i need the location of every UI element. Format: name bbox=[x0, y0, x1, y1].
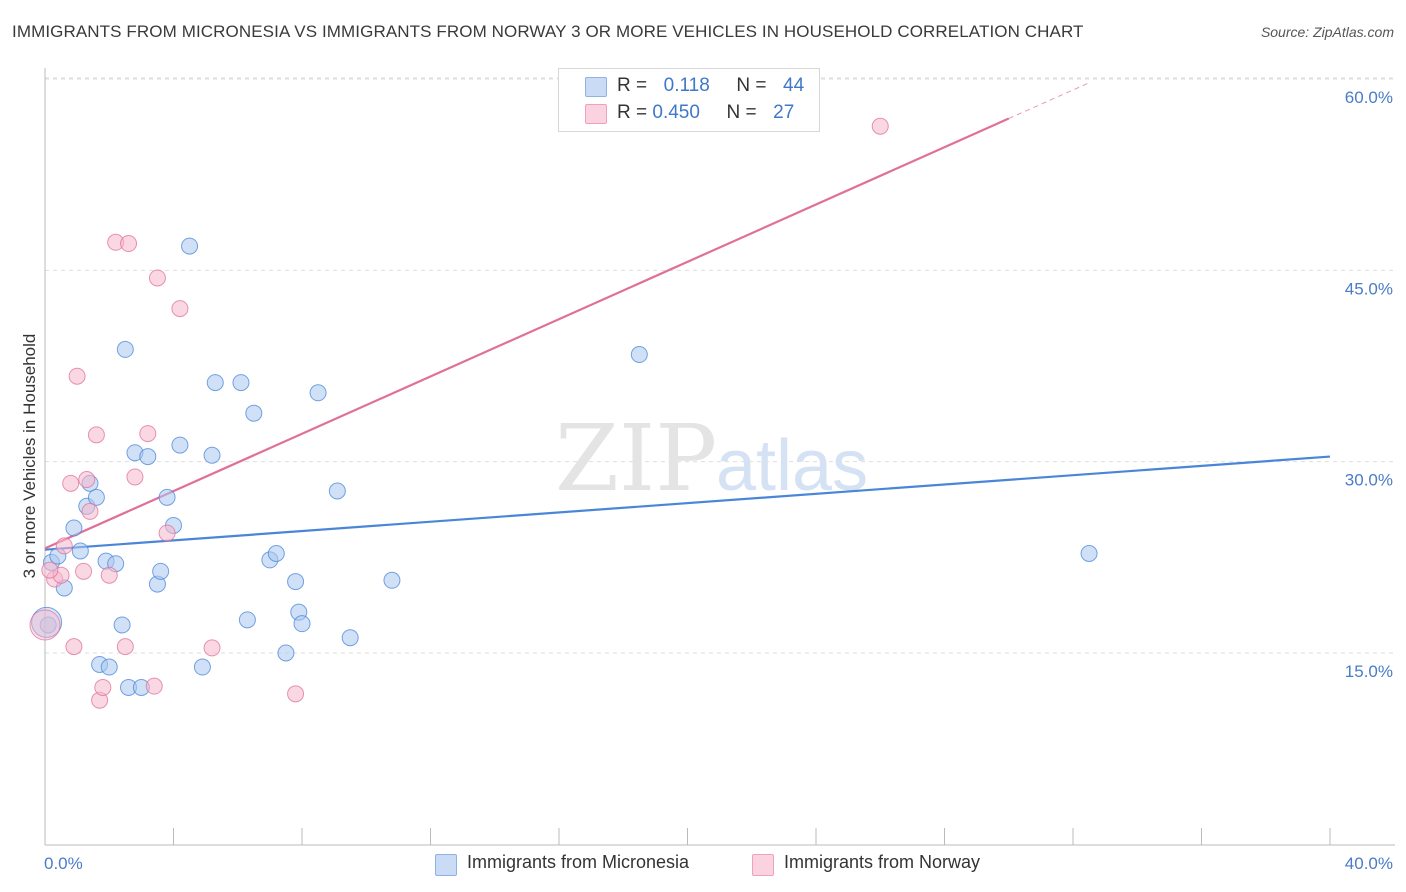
x-tick-label: 40.0% bbox=[1345, 854, 1393, 873]
data-point-1-26 bbox=[41, 561, 59, 579]
data-point-0-39 bbox=[341, 629, 359, 647]
data-point-0-8 bbox=[87, 488, 105, 506]
watermark: ZIP atlas bbox=[555, 405, 868, 512]
legend-swatch-norway bbox=[585, 104, 607, 124]
legend-n-label: N = bbox=[736, 75, 772, 96]
data-point-0-28 bbox=[232, 374, 250, 392]
data-point-1-10 bbox=[87, 426, 105, 444]
trend-line-dashed-1 bbox=[1008, 82, 1090, 119]
source-label: Source: ZipAtlas.com bbox=[1260, 24, 1394, 40]
data-point-0-4 bbox=[65, 519, 83, 537]
data-point-1-25 bbox=[871, 117, 889, 135]
data-point-0-26 bbox=[203, 446, 221, 464]
data-point-1-9 bbox=[81, 502, 99, 520]
data-point-1-21 bbox=[158, 524, 176, 542]
y-tick-label: 45.0% bbox=[1345, 279, 1393, 298]
data-point-0-0 bbox=[39, 616, 57, 634]
data-point-1-8 bbox=[78, 471, 96, 489]
y-tick-labels: 15.0% 30.0% 45.0% 60.0% bbox=[1345, 88, 1393, 681]
data-point-1-5 bbox=[65, 638, 83, 656]
gridlines bbox=[45, 77, 1395, 654]
data-point-0-36 bbox=[293, 615, 311, 633]
data-point-0-27 bbox=[206, 374, 224, 392]
legend-r-value: 0.450 bbox=[652, 102, 700, 123]
y-tick-label: 30.0% bbox=[1345, 471, 1393, 490]
y-tick-label: 15.0% bbox=[1345, 662, 1393, 681]
legend-swatch-micronesia bbox=[585, 77, 607, 97]
legend-label-norway: Immigrants from Norway bbox=[784, 852, 981, 872]
data-point-0-34 bbox=[287, 573, 305, 591]
y-axis-title: 3 or more Vehicles in Household bbox=[20, 334, 39, 579]
legend-r-label: R = bbox=[617, 102, 653, 123]
legend-r-value: 0.118 bbox=[663, 75, 710, 96]
data-point-0-20 bbox=[152, 562, 170, 580]
data-point-1-3 bbox=[55, 537, 73, 555]
x-tick-labels: 0.0% 40.0% bbox=[44, 854, 1393, 873]
data-point-0-33 bbox=[277, 644, 295, 662]
trend-line-1 bbox=[44, 117, 1010, 550]
data-point-1-12 bbox=[94, 678, 112, 696]
data-point-1-23 bbox=[203, 639, 221, 657]
data-point-0-29 bbox=[238, 611, 256, 629]
data-point-1-17 bbox=[126, 468, 144, 486]
data-point-0-24 bbox=[181, 237, 199, 255]
data-point-0-42 bbox=[1080, 545, 1098, 563]
data-point-0-13 bbox=[113, 616, 131, 634]
stats-legend: R = 0.118 N = 44 R = 0.450 N = 27 bbox=[558, 68, 820, 132]
data-point-1-13 bbox=[100, 566, 118, 584]
y-tick-label: 60.0% bbox=[1345, 88, 1393, 107]
data-point-0-5 bbox=[71, 542, 89, 560]
data-point-0-38 bbox=[328, 482, 346, 500]
data-point-0-32 bbox=[267, 545, 285, 563]
data-point-0-21 bbox=[158, 488, 176, 506]
data-point-0-43 bbox=[31, 606, 63, 638]
data-point-0-40 bbox=[383, 571, 401, 589]
legend-r-label: R = bbox=[617, 75, 653, 96]
trend-lines bbox=[44, 82, 1331, 551]
data-point-1-18 bbox=[139, 425, 157, 443]
data-point-1-0 bbox=[29, 609, 61, 641]
data-point-0-30 bbox=[245, 404, 263, 422]
data-point-1-22 bbox=[171, 300, 189, 318]
legend-n-value: 44 bbox=[783, 75, 805, 96]
legend-swatch-norway bbox=[752, 854, 774, 876]
data-point-1-15 bbox=[116, 638, 134, 656]
data-point-0-18 bbox=[139, 448, 157, 466]
legend-swatch-micronesia bbox=[435, 854, 457, 876]
data-point-0-11 bbox=[100, 658, 118, 676]
data-point-1-16 bbox=[120, 235, 138, 253]
data-point-0-25 bbox=[193, 658, 211, 676]
data-point-1-24 bbox=[287, 685, 305, 703]
legend-label-micronesia: Immigrants from Micronesia bbox=[467, 852, 690, 872]
points bbox=[29, 117, 1098, 709]
legend-n-label: N = bbox=[726, 102, 762, 123]
trend-line-0 bbox=[44, 455, 1331, 551]
data-point-0-37 bbox=[309, 384, 327, 402]
chart-title: IMMIGRANTS FROM MICRONESIA VS IMMIGRANTS… bbox=[12, 22, 1084, 41]
data-point-1-19 bbox=[145, 677, 163, 695]
data-point-0-14 bbox=[116, 340, 134, 358]
x-tick-label: 0.0% bbox=[44, 854, 83, 873]
data-point-1-6 bbox=[68, 367, 86, 385]
data-point-1-20 bbox=[148, 269, 166, 287]
axes bbox=[44, 68, 1395, 846]
data-point-0-41 bbox=[630, 346, 648, 364]
legend-n-value: 27 bbox=[773, 102, 795, 123]
watermark-zip: ZIP bbox=[555, 405, 717, 512]
data-point-1-4 bbox=[62, 474, 80, 492]
data-point-0-23 bbox=[171, 436, 189, 454]
watermark-atlas: atlas bbox=[716, 426, 868, 506]
data-point-1-7 bbox=[75, 562, 93, 580]
